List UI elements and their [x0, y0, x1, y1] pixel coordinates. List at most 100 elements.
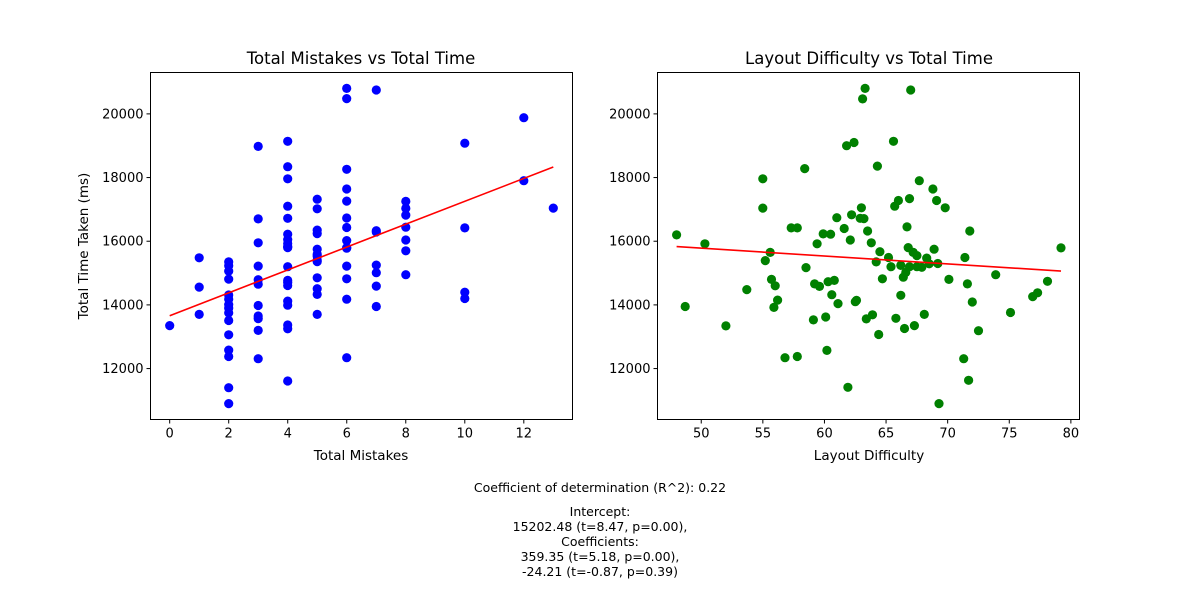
x-tick-label: 10 [457, 427, 474, 442]
data-point [224, 315, 234, 326]
data-point [460, 138, 470, 148]
data-point [342, 83, 352, 93]
data-point [401, 203, 411, 213]
data-point [312, 309, 322, 319]
data-point [833, 299, 843, 309]
data-point [342, 222, 352, 233]
x-tick-label: 65 [878, 427, 895, 442]
data-point [283, 162, 293, 172]
y-tick-label: 14000 [102, 298, 143, 313]
data-point [224, 294, 234, 304]
data-point [342, 213, 352, 223]
data-point [792, 351, 802, 362]
data-point [460, 287, 470, 297]
data-point [891, 313, 901, 323]
data-point [973, 326, 984, 336]
data-point [867, 310, 878, 320]
data-point [312, 289, 322, 299]
data-point [680, 301, 690, 312]
data-point [886, 262, 896, 272]
regression-line [676, 245, 1062, 272]
x-tick-label: 0 [166, 427, 174, 442]
data-point [342, 94, 352, 104]
data-point [965, 226, 975, 236]
data-point [792, 223, 802, 233]
data-point [283, 243, 293, 253]
data-point [991, 270, 1001, 280]
data-point [342, 164, 352, 174]
data-point [283, 278, 293, 288]
data-point [460, 293, 470, 304]
data-point [866, 238, 876, 248]
data-point [312, 229, 322, 239]
data-point [401, 235, 411, 245]
data-point [194, 309, 204, 319]
y-tick-label: 18000 [609, 171, 650, 186]
regression-stats: Coefficient of determination (R^2): 0.22… [474, 480, 726, 579]
x-tick-label: 50 [693, 427, 710, 442]
data-point [519, 113, 529, 123]
chart-title: Total Mistakes vs Total Time [246, 49, 476, 68]
data-point [371, 281, 381, 291]
data-point [856, 203, 867, 213]
data-point [721, 321, 731, 331]
data-point [401, 210, 411, 220]
data-point [342, 294, 352, 304]
data-point [929, 244, 939, 254]
data-point [847, 210, 857, 220]
x-tick-label: 12 [516, 427, 533, 442]
x-tick-label: 70 [939, 427, 956, 442]
data-point [1056, 243, 1066, 253]
scatter-points [672, 83, 1066, 409]
data-point [371, 85, 381, 95]
data-point [283, 201, 293, 211]
data-point [896, 290, 906, 300]
data-point [312, 273, 322, 283]
data-point [283, 324, 293, 334]
y-tick-label: 20000 [609, 107, 650, 122]
data-point [312, 204, 322, 214]
data-point [401, 196, 411, 206]
data-point [401, 270, 411, 280]
data-point [909, 321, 920, 331]
data-point [312, 194, 322, 204]
data-point [194, 282, 204, 292]
x-tick-label: 6 [343, 427, 351, 442]
y-tick-label: 14000 [609, 298, 650, 313]
x-tick-label: 2 [225, 427, 233, 442]
data-point [829, 275, 839, 285]
data-point [863, 226, 873, 236]
data-point [934, 399, 944, 409]
data-point [888, 136, 899, 146]
data-point [877, 274, 888, 284]
data-point [165, 321, 175, 331]
data-point [812, 239, 822, 249]
data-point [224, 351, 234, 362]
data-point [893, 195, 904, 206]
data-point [342, 184, 352, 194]
data-point [800, 164, 810, 174]
data-point [401, 246, 411, 256]
data-point [224, 266, 234, 276]
data-point [760, 256, 770, 266]
data-point [932, 195, 942, 206]
data-point [1042, 276, 1053, 286]
x-tick-label: 75 [1001, 427, 1018, 442]
chart-title: Layout Difficulty vs Total Time [745, 49, 993, 68]
data-point [672, 230, 682, 240]
data-point [960, 252, 970, 263]
data-point [224, 274, 234, 284]
difficulty-vs-time-plot: Layout Difficulty vs Total Time 50 55 60 65… [609, 49, 1080, 464]
data-point [872, 161, 883, 171]
y-tick-label: 18000 [102, 171, 143, 186]
data-point [826, 229, 836, 239]
data-point [371, 301, 381, 312]
data-point [283, 136, 293, 146]
data-point [770, 281, 780, 291]
coefficient-2-value: -24.21 (t=-0.87, p=0.39) [522, 564, 678, 579]
data-point [964, 375, 974, 385]
data-point [821, 312, 831, 322]
data-point [253, 314, 263, 324]
data-point [194, 253, 204, 263]
data-point [875, 247, 885, 257]
